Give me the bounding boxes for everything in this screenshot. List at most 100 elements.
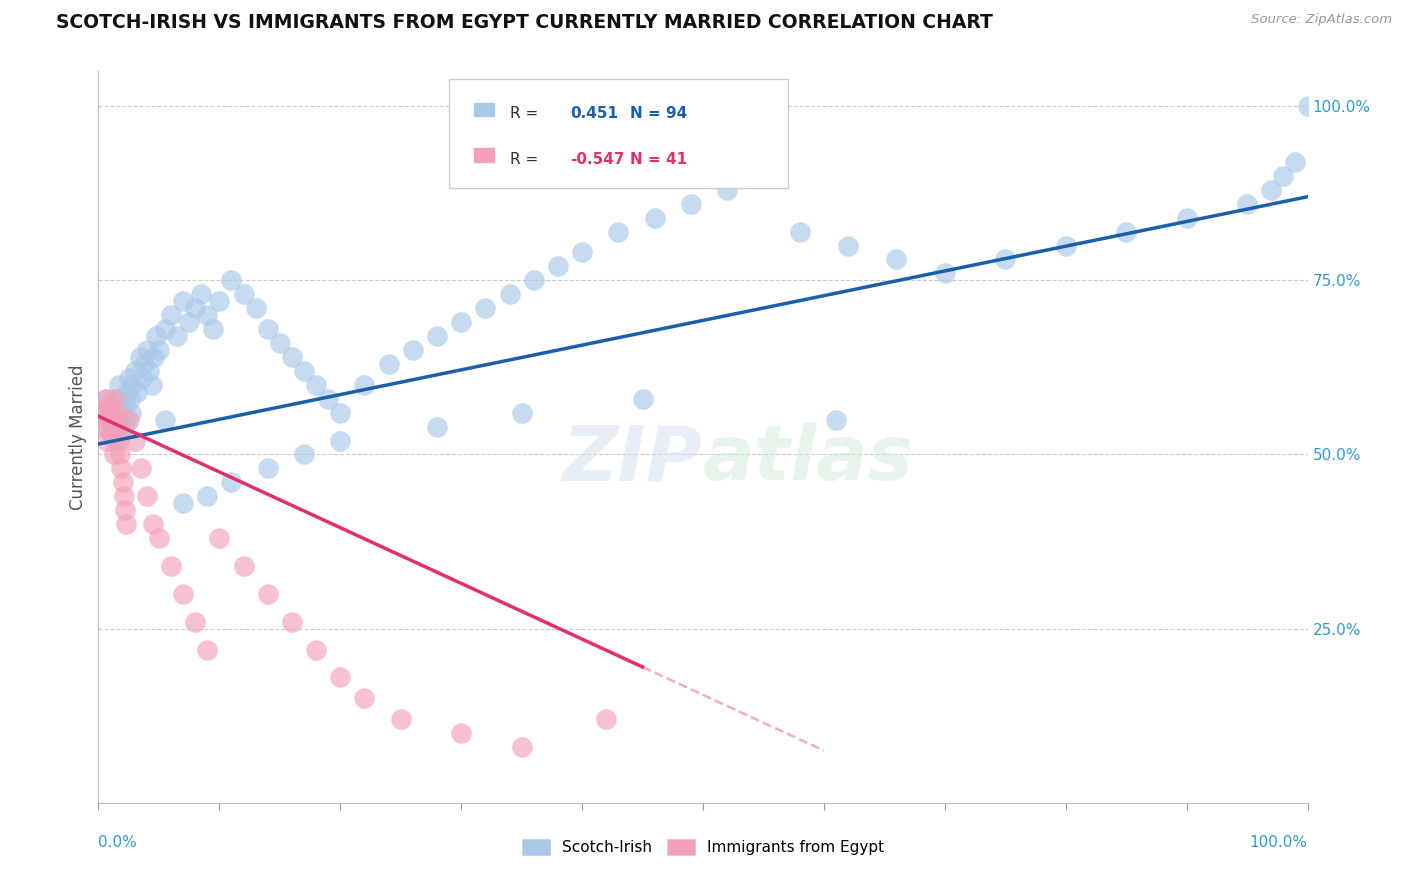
Point	[138, 364, 160, 378]
Point	[135, 489, 157, 503]
Point	[131, 371, 153, 385]
Point	[269, 336, 291, 351]
Text: 0.0%: 0.0%	[98, 835, 138, 850]
Point	[172, 294, 194, 309]
Point	[112, 419, 135, 434]
Point	[172, 496, 194, 510]
Point	[389, 712, 412, 726]
Text: ZIP: ZIP	[564, 422, 703, 496]
Text: N = 41: N = 41	[630, 152, 688, 167]
Point	[148, 343, 170, 357]
Point	[114, 399, 136, 413]
FancyBboxPatch shape	[474, 102, 495, 118]
Point	[93, 419, 115, 434]
Point	[103, 448, 125, 462]
Text: 0.451: 0.451	[569, 106, 619, 121]
Point	[148, 531, 170, 545]
Point	[120, 406, 142, 420]
Point	[510, 406, 533, 420]
Point	[115, 412, 138, 426]
Point	[595, 712, 617, 726]
Point	[153, 412, 176, 426]
Point	[100, 426, 122, 441]
Point	[716, 183, 738, 197]
Point	[498, 287, 520, 301]
Point	[190, 287, 212, 301]
Point	[402, 343, 425, 357]
Point	[221, 273, 243, 287]
Point	[232, 558, 254, 573]
Point	[124, 364, 146, 378]
Point	[305, 642, 328, 657]
Point	[93, 406, 115, 420]
Point	[426, 329, 449, 343]
Point	[377, 357, 399, 371]
Point	[118, 371, 141, 385]
Point	[98, 399, 121, 413]
Point	[571, 245, 593, 260]
Point	[96, 434, 118, 448]
Point	[179, 315, 201, 329]
Point	[94, 392, 117, 406]
Point	[256, 587, 278, 601]
FancyBboxPatch shape	[474, 147, 495, 163]
Point	[124, 434, 146, 448]
Point	[98, 412, 121, 426]
Point	[97, 412, 120, 426]
Point	[208, 294, 231, 309]
Point	[184, 301, 207, 316]
Point	[111, 406, 134, 420]
Text: 100.0%: 100.0%	[1250, 835, 1308, 850]
Point	[281, 615, 304, 629]
Point	[305, 377, 328, 392]
Point	[994, 252, 1017, 267]
Point	[172, 587, 194, 601]
Point	[1115, 225, 1137, 239]
Point	[153, 322, 176, 336]
Point	[104, 434, 127, 448]
Point	[752, 169, 775, 183]
Point	[450, 315, 472, 329]
Point	[127, 384, 149, 399]
Point	[256, 461, 278, 475]
Text: SCOTCH-IRISH VS IMMIGRANTS FROM EGYPT CURRENTLY MARRIED CORRELATION CHART: SCOTCH-IRISH VS IMMIGRANTS FROM EGYPT CU…	[56, 13, 993, 32]
Point	[107, 419, 129, 434]
Point	[184, 615, 207, 629]
Point	[100, 426, 122, 441]
Point	[316, 392, 339, 406]
Point	[128, 350, 150, 364]
Point	[245, 301, 267, 316]
Point	[825, 412, 848, 426]
Point	[110, 461, 132, 475]
Point	[329, 434, 352, 448]
Point	[100, 406, 122, 420]
Point	[523, 273, 546, 287]
Point	[426, 419, 449, 434]
Point	[329, 670, 352, 684]
Point	[129, 461, 152, 475]
Point	[292, 364, 315, 378]
Point	[97, 399, 120, 413]
Point	[117, 384, 139, 399]
Point	[195, 642, 218, 657]
Point	[91, 406, 114, 420]
Text: atlas: atlas	[703, 422, 914, 496]
Point	[104, 392, 127, 406]
Point	[118, 412, 141, 426]
Point	[353, 377, 375, 392]
Point	[547, 260, 569, 274]
Point	[202, 322, 225, 336]
Point	[292, 448, 315, 462]
Point	[103, 419, 125, 434]
Point	[1236, 196, 1258, 211]
Text: N = 94: N = 94	[630, 106, 688, 121]
Point	[837, 238, 859, 252]
Point	[105, 399, 128, 413]
Y-axis label: Currently Married: Currently Married	[69, 364, 87, 510]
Point	[232, 287, 254, 301]
Point	[789, 225, 811, 239]
Point	[1260, 183, 1282, 197]
Legend: Scotch-Irish, Immigrants from Egypt: Scotch-Irish, Immigrants from Egypt	[516, 833, 890, 861]
Point	[281, 350, 304, 364]
Point	[101, 419, 124, 434]
